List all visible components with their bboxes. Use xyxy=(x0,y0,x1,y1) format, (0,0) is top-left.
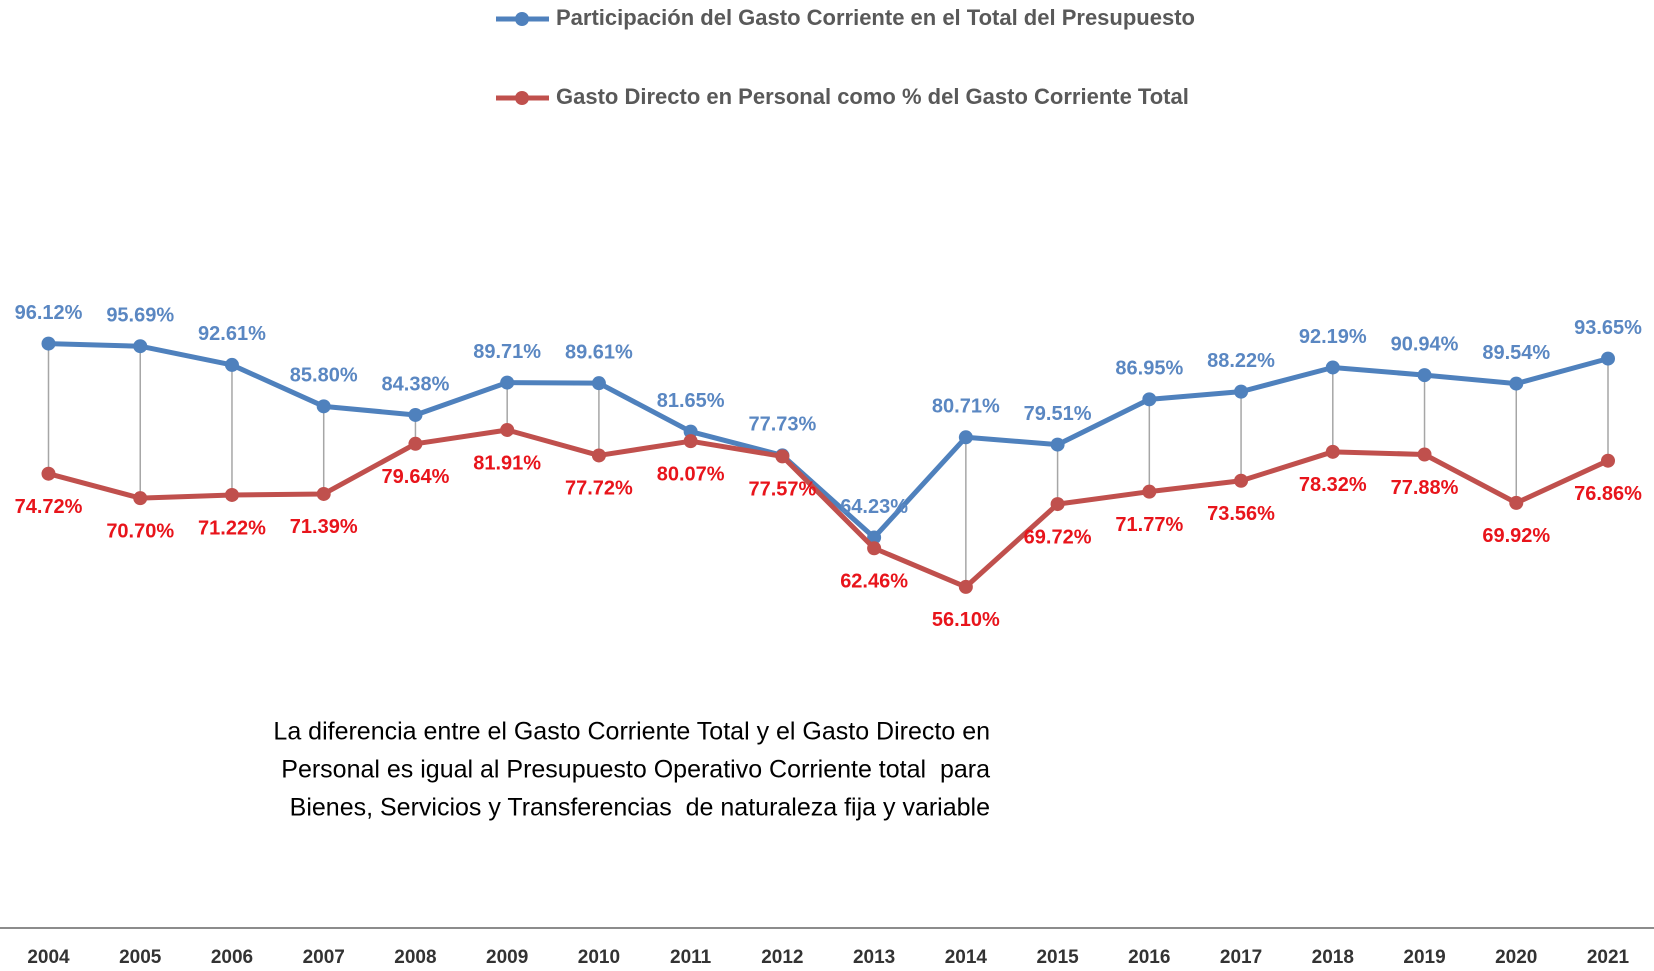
point xyxy=(958,579,973,594)
x-tick-label: 2006 xyxy=(211,947,253,968)
data-label: 90.94% xyxy=(1391,333,1459,355)
x-tick-label: 2007 xyxy=(303,947,345,968)
point xyxy=(683,434,698,449)
point xyxy=(224,487,239,502)
data-label: 77.88% xyxy=(1391,477,1459,499)
point xyxy=(408,436,423,451)
x-tick-label: 2020 xyxy=(1495,947,1537,968)
point xyxy=(1509,495,1524,510)
point xyxy=(591,376,606,391)
x-tick-label: 2017 xyxy=(1220,947,1262,968)
point xyxy=(41,336,56,351)
x-tick-label: 2021 xyxy=(1587,947,1630,968)
data-label: 56.10% xyxy=(932,609,1000,631)
point xyxy=(867,541,882,556)
point xyxy=(683,424,698,439)
legend-marker xyxy=(515,12,529,26)
point xyxy=(224,357,239,372)
data-label: 96.12% xyxy=(15,302,83,324)
data-label: 71.77% xyxy=(1115,514,1183,536)
data-label: 92.61% xyxy=(198,323,266,345)
data-label: 77.72% xyxy=(565,478,633,500)
point xyxy=(1234,473,1249,488)
data-label: 81.91% xyxy=(473,452,541,474)
data-label: 77.73% xyxy=(748,414,816,436)
x-tick-label: 2008 xyxy=(394,947,436,968)
point xyxy=(1234,384,1249,399)
x-tick-label: 2005 xyxy=(119,947,162,968)
data-label: 93.65% xyxy=(1574,317,1642,339)
point xyxy=(1050,497,1065,512)
data-label: 74.72% xyxy=(15,496,83,518)
legend-label: Gasto Directo en Personal como % del Gas… xyxy=(556,84,1189,109)
point xyxy=(316,486,331,501)
data-label: 86.95% xyxy=(1115,358,1183,380)
point xyxy=(1601,351,1615,366)
point xyxy=(500,422,515,437)
legend-label: Participación del Gasto Corriente en el … xyxy=(556,5,1195,30)
data-label: 73.56% xyxy=(1207,503,1275,525)
legend-marker xyxy=(515,91,529,105)
point xyxy=(133,491,148,506)
x-tick-label: 2015 xyxy=(1036,947,1079,968)
point xyxy=(775,449,790,464)
data-label: 69.92% xyxy=(1482,525,1550,547)
point xyxy=(133,339,148,354)
point xyxy=(1417,368,1432,383)
data-label: 64.23% xyxy=(840,496,908,518)
data-label: 89.71% xyxy=(473,341,541,363)
point xyxy=(591,448,606,463)
point xyxy=(41,466,56,481)
data-label: 89.61% xyxy=(565,341,633,363)
point xyxy=(867,530,882,545)
data-label: 79.64% xyxy=(382,466,450,488)
data-label: 76.86% xyxy=(1574,483,1642,505)
data-label: 77.57% xyxy=(748,479,816,501)
x-tick-label: 2010 xyxy=(578,947,620,968)
data-label: 80.07% xyxy=(657,463,725,485)
point xyxy=(1325,444,1340,459)
series-line xyxy=(47,427,1610,590)
data-label: 92.19% xyxy=(1299,326,1367,348)
point xyxy=(1509,376,1524,391)
x-tick-label: 2009 xyxy=(486,947,528,968)
x-tick-label: 2016 xyxy=(1128,947,1170,968)
data-label: 78.32% xyxy=(1299,474,1367,496)
data-label: 71.22% xyxy=(198,517,266,539)
data-label: 62.46% xyxy=(840,571,908,593)
annotation: La diferencia entre el Gasto Corriente T… xyxy=(273,718,990,746)
point xyxy=(316,399,331,414)
point xyxy=(1142,484,1157,499)
point xyxy=(408,407,423,422)
data-label: 89.54% xyxy=(1482,342,1550,364)
data-label: 84.38% xyxy=(382,373,450,395)
x-tick-label: 2013 xyxy=(853,947,895,968)
data-label: 79.51% xyxy=(1024,403,1092,425)
point xyxy=(1325,360,1340,375)
point xyxy=(1050,437,1065,452)
annotation: Personal es igual al Presupuesto Operati… xyxy=(281,756,990,784)
data-label: 88.22% xyxy=(1207,350,1275,372)
point xyxy=(1417,447,1432,462)
data-label: 70.70% xyxy=(106,520,174,542)
data-label: 80.71% xyxy=(932,396,1000,418)
x-tick-label: 2018 xyxy=(1312,947,1354,968)
point xyxy=(958,430,973,445)
data-label: 81.65% xyxy=(657,390,725,412)
annotation: Bienes, Servicios y Transferencias de na… xyxy=(290,794,990,822)
data-label: 71.39% xyxy=(290,516,358,538)
point xyxy=(1142,392,1157,407)
series-line xyxy=(48,341,1609,540)
data-label: 69.72% xyxy=(1024,526,1092,548)
point xyxy=(500,375,515,390)
point xyxy=(1601,453,1615,468)
x-tick-label: 2014 xyxy=(945,947,988,968)
x-tick-label: 2019 xyxy=(1403,947,1445,968)
x-tick-label: 2012 xyxy=(761,947,803,968)
data-label: 85.80% xyxy=(290,365,358,387)
x-tick-label: 2004 xyxy=(27,947,70,968)
data-label: 95.69% xyxy=(106,304,174,326)
x-tick-label: 2011 xyxy=(670,947,712,968)
